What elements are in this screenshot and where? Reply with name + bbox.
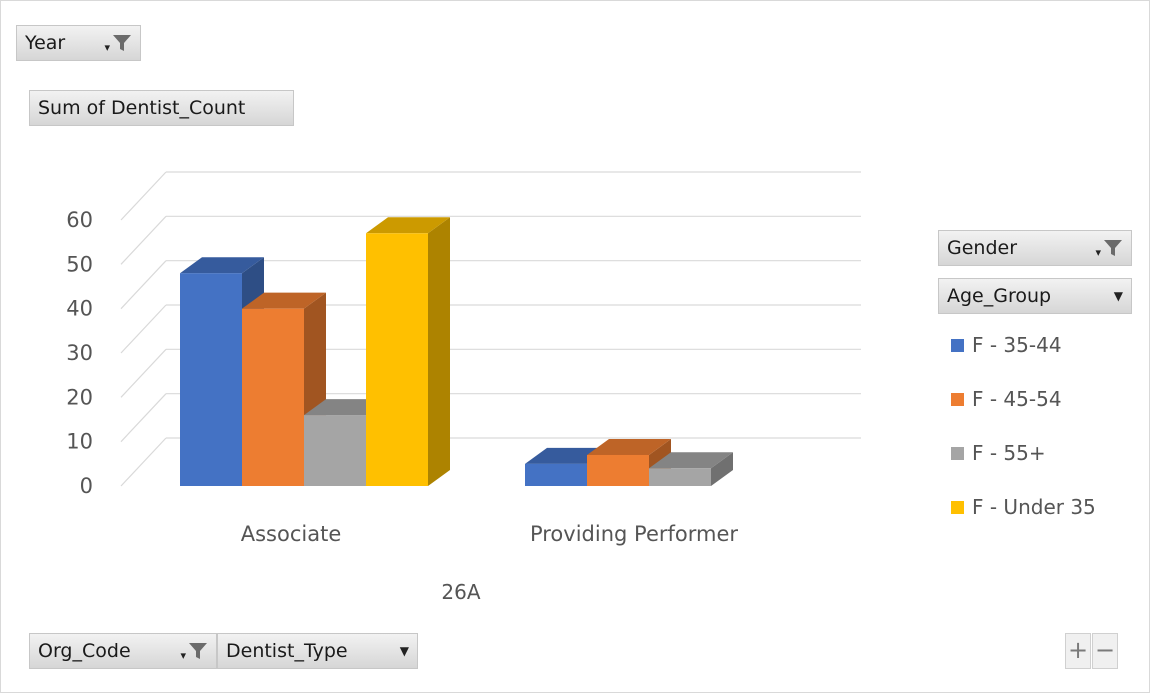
bar-front	[366, 233, 428, 486]
legend-swatch	[951, 392, 964, 406]
dentist-type-filter-label: Dentist_Type	[226, 640, 348, 662]
gridline-side	[120, 260, 167, 310]
gridline-side	[120, 393, 167, 443]
y-axis-ticks: 0 10 20 30 40 50 60	[66, 208, 93, 498]
legend-swatch	[951, 500, 964, 514]
legend-item: F - 55+	[951, 439, 1046, 467]
x-category-label: Providing Performer	[530, 522, 738, 546]
x-axis-categories: Associate Providing Performer	[241, 522, 739, 546]
org-code-filter-button[interactable]: Org_Code ▾	[29, 633, 217, 669]
y-tick-label: 10	[66, 430, 93, 454]
gender-filter-label: Gender	[947, 237, 1018, 259]
legend-label: F - Under 35	[972, 495, 1096, 519]
legend-label: F - 35-44	[972, 333, 1062, 357]
chevron-down-icon: ▼	[399, 644, 409, 658]
y-tick-label: 20	[66, 385, 93, 409]
legend-label: F - 55+	[972, 441, 1046, 465]
gridline-side	[120, 171, 167, 221]
y-tick-label: 30	[66, 341, 93, 365]
bar-top	[587, 438, 671, 455]
legend-item: F - 45-54	[951, 385, 1062, 413]
gridline-side	[120, 348, 167, 398]
legend-item: F - Under 35	[951, 493, 1096, 521]
bar-top	[180, 257, 264, 274]
bar-top	[366, 217, 450, 234]
gridline-side	[120, 437, 167, 487]
bar-front	[304, 415, 366, 486]
bar-front	[180, 273, 242, 486]
age-group-filter-button[interactable]: Age_Group ▼	[938, 278, 1132, 314]
expand-field-button[interactable]: +	[1065, 633, 1091, 669]
x-axis-title: 26A	[441, 580, 480, 604]
bars	[180, 217, 733, 487]
y-tick-label: 50	[66, 252, 93, 276]
bar-front	[587, 454, 649, 486]
legend-swatch	[951, 338, 964, 352]
filter-active-icon: ▾	[1095, 238, 1123, 258]
y-tick-label: 60	[66, 208, 93, 232]
bar-side	[711, 452, 733, 486]
gridline-side	[120, 304, 167, 354]
y-tick-label: 40	[66, 297, 93, 321]
values-field-label: Sum of Dentist_Count	[38, 97, 246, 119]
legend-swatch	[951, 446, 964, 460]
collapse-field-button[interactable]: −	[1092, 633, 1118, 669]
bar-providing-performer-2	[649, 452, 733, 486]
bar-front	[525, 463, 587, 486]
year-filter-label: Year	[25, 32, 66, 54]
y-tick-label: 0	[80, 474, 93, 498]
org-code-filter-label: Org_Code	[38, 640, 131, 662]
bar-associate-3	[366, 217, 450, 487]
bar-front	[649, 468, 711, 486]
bar-side	[428, 217, 450, 487]
legend-item: F - 35-44	[951, 331, 1062, 359]
gender-filter-button[interactable]: Gender ▾	[938, 230, 1132, 266]
x-category-label: Associate	[241, 522, 342, 546]
dentist-type-filter-button[interactable]: Dentist_Type ▼	[217, 633, 418, 669]
bar-top	[242, 292, 326, 309]
chevron-down-icon: ▼	[1113, 289, 1123, 303]
bar-front	[242, 308, 304, 486]
values-field-button[interactable]: Sum of Dentist_Count	[29, 90, 294, 126]
filter-active-icon: ▾	[180, 641, 208, 661]
age-group-filter-label: Age_Group	[947, 285, 1052, 307]
year-filter-button[interactable]: Year ▾	[16, 25, 141, 61]
bar-top	[649, 452, 733, 469]
gridline-side	[120, 215, 167, 265]
legend-label: F - 45-54	[972, 387, 1062, 411]
filter-active-icon: ▾	[104, 33, 132, 53]
